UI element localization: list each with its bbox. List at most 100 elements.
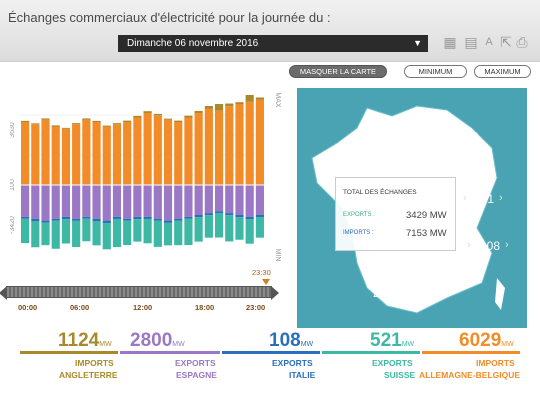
summary-type: EXPORTS [175,358,216,368]
chevron-down-icon[interactable]: ▼ [413,38,422,48]
chart-bar [143,185,152,217]
summary-value: 521 [370,330,402,351]
chart-bar [225,213,234,216]
imports-value: 7153 MW [406,228,447,239]
chart-bar [163,185,173,221]
chart-bar [194,113,203,185]
summary-type: EXPORTS [272,358,313,368]
chart-bar [21,120,30,122]
map-label-angleterre: 1124 [367,120,393,134]
chart-bar [235,102,244,104]
chart-bar [21,218,30,244]
chart-bar [194,215,203,218]
chart-bar [92,218,101,221]
chart-bar [61,216,71,220]
summary-value: 6029 [459,330,502,351]
page-title: Échanges commerciaux d'électricité pour … [8,10,331,25]
chart-bar [82,185,91,217]
timeline-right-handle[interactable] [271,286,279,300]
summary-type: EXPORTS [372,358,413,368]
summary-unit: MW [99,341,112,348]
chart-bar [51,220,60,249]
summary-type: IMPORTS [75,358,114,368]
chart-bar [184,117,193,185]
summary-value: 108 [269,330,301,351]
y-range-label: MIN [274,249,281,262]
chart-bar [214,110,224,185]
chart-bar [143,216,152,219]
date-value: Dimanche 06 novembre 2016 [127,38,259,49]
chart-bar [143,218,152,244]
chart-bar [123,185,132,219]
chart-bar [235,215,244,218]
chart-bar [102,223,111,250]
summary-country: ANGLETERRE [59,370,118,380]
chart-bar [21,122,30,185]
chart-bar [102,185,111,221]
chart-bar [123,120,132,122]
chart-bar [31,123,40,125]
chart-bar [245,216,254,220]
chart-bar [214,104,224,111]
cursor-marker[interactable] [262,279,270,285]
chart-bar [153,220,162,247]
print-icon[interactable]: ⎙ [516,34,528,50]
chart-bar [21,185,30,217]
summary-line [20,351,118,354]
chart-bar [82,119,91,185]
chart-bar [163,119,173,185]
chart-bar [41,222,50,246]
chart-bar [112,123,122,125]
timeline-tick: 23:00 [246,303,266,312]
summary-country: SUISSE [384,370,416,380]
map-label-italie: 108 [480,239,501,253]
chart-bar [235,217,244,240]
chart-bar [82,216,91,219]
toggle-map-button[interactable]: MASQUER LA CARTE [289,65,387,78]
maximum-button[interactable]: MAXIMUM [474,65,531,78]
chart-bar [204,106,213,109]
total-exchanges-box: TOTAL DES ÉCHANGES EXPORTS : 3429 MW IMP… [335,177,456,251]
grid-icon[interactable]: ▦ [443,34,457,50]
chart-bar [31,218,40,221]
chart-bar [72,123,81,125]
chart-bar [184,216,193,219]
chart-bar [41,185,50,221]
chart-bar [72,218,81,221]
chart-bar [61,127,71,129]
chart-bar [41,118,50,120]
chart-bar [184,115,193,118]
chart-bar [123,122,132,185]
summary-country: ITALIE [289,370,316,380]
summary-line [422,351,520,354]
chart-bar [51,218,60,221]
chart-bar [245,95,254,102]
chart-bar [184,218,193,245]
date-select[interactable]: Dimanche 06 novembre 2016 ▼ [118,35,428,52]
summary-italie: 108MW EXPORTS ITALIE [222,330,320,390]
chart-bar [112,218,122,248]
chart-bar [153,115,162,185]
chevron-right-icon: › [505,239,509,251]
chart-bar [82,218,91,242]
calendar-icon[interactable]: ▤ [464,34,478,50]
summary-unit: MW [300,341,314,348]
chart-bar [51,125,60,127]
summary-country: ESPAGNE [176,370,217,380]
chart-bar [214,213,224,238]
timeline-left-handle[interactable] [0,286,7,300]
summary-line [222,351,320,354]
imports-label: IMPORTS : [343,230,374,236]
chart-bar [133,216,142,220]
chart-bar [245,101,254,185]
text-icon[interactable]: A [485,36,493,48]
timeline-tick: 18:00 [195,303,215,312]
chart-bar [123,218,132,221]
chart-bar [72,220,81,248]
minimum-button[interactable]: MINIMUM [404,65,467,78]
chart-bar [31,185,40,219]
chart-bar [194,217,203,242]
timeline-scrollbar[interactable] [0,286,279,300]
export-icon[interactable]: ⇱ [500,34,512,50]
chart-bar [112,124,122,185]
